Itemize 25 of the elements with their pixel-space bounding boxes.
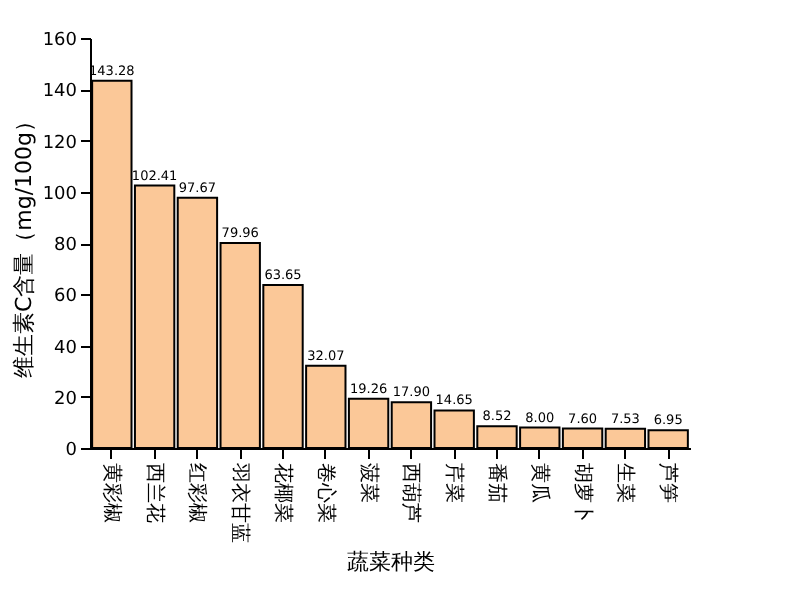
y-tick-label: 160 (42, 31, 78, 51)
y-axis-title: 维生素C含量（mg/100g） (10, 109, 37, 379)
x-tick-label: 羽衣甘蓝 (228, 463, 253, 543)
y-tick-label: 0 (65, 441, 78, 461)
y-tick-label: 140 (42, 82, 78, 103)
y-tick-label: 80 (54, 236, 78, 256)
x-tick-label: 卷心菜 (313, 463, 338, 523)
y-tick-label: 60 (54, 287, 78, 308)
x-tick-label: 红彩椒 (185, 463, 210, 523)
x-tick-label: 黄彩椒 (99, 463, 124, 523)
x-tick-label: 花椰菜 (271, 463, 296, 523)
x-tick-label: 黄瓜 (527, 463, 552, 503)
x-tick-label: 西葫芦 (399, 463, 424, 523)
x-tick-label: 芦笋 (656, 463, 681, 503)
x-tick-label: 菠菜 (356, 463, 381, 503)
x-tick-label: 生菜 (613, 463, 638, 503)
x-axis-title: 蔬菜种类 (347, 549, 435, 575)
x-tick-label: 芹菜 (442, 463, 467, 503)
y-tick-label: 120 (42, 133, 78, 154)
x-tick-label: 番茄 (484, 463, 509, 503)
x-tick-label: 西兰花 (142, 463, 167, 523)
y-tick-label: 100 (42, 184, 78, 205)
y-tick-label: 40 (54, 338, 78, 359)
x-tick-label: 胡萝卜 (570, 463, 595, 523)
y-tick-label: 20 (54, 389, 78, 410)
